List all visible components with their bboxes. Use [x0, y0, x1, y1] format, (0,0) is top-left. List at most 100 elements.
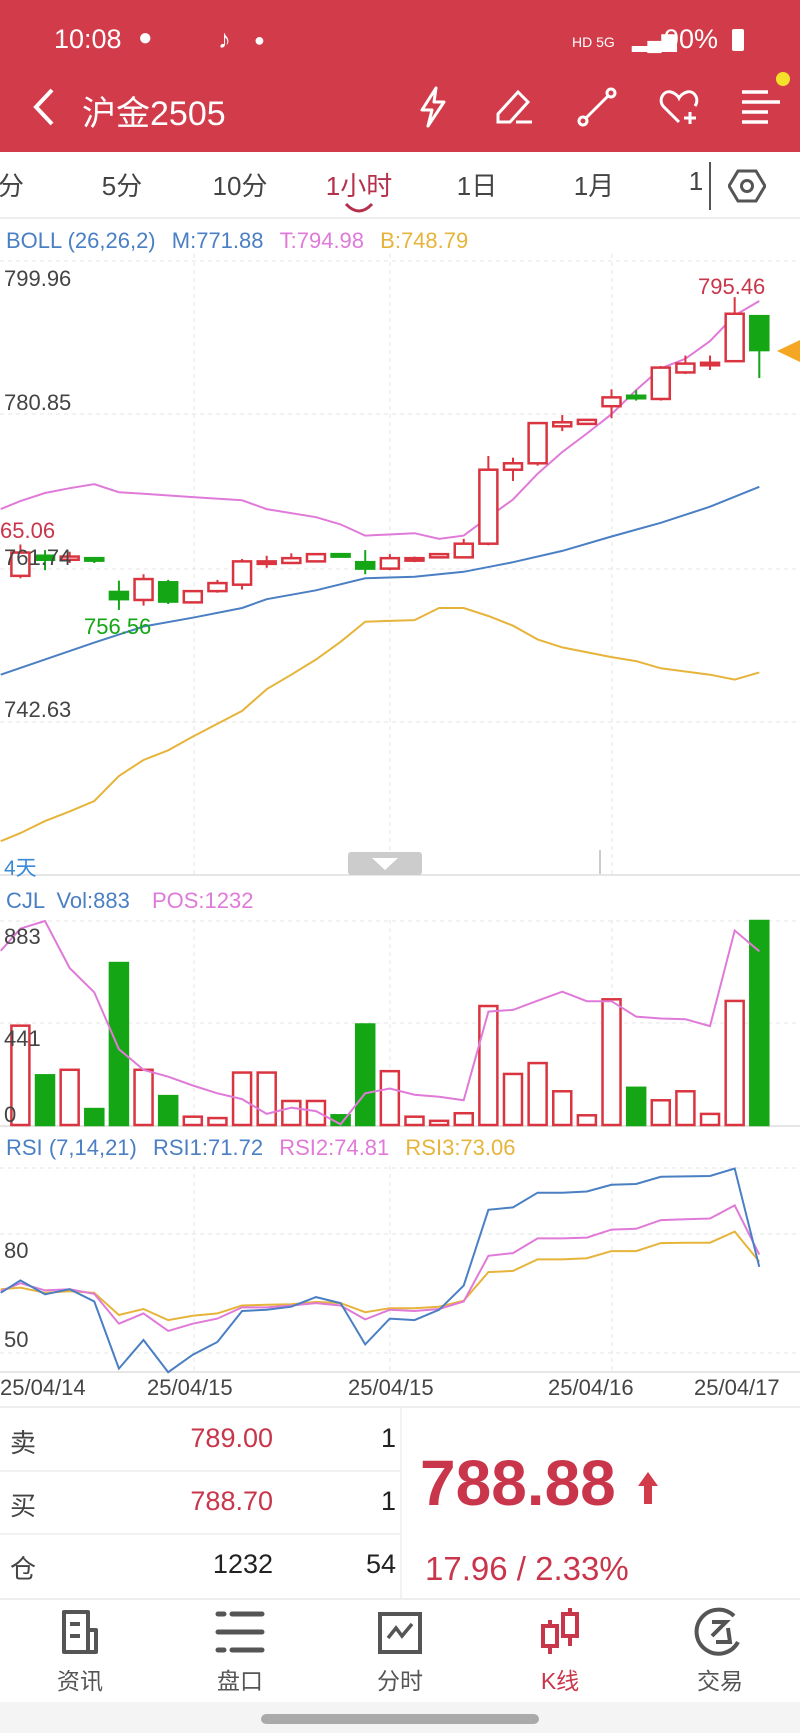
- volume-bar: [428, 1119, 450, 1127]
- candle-body: [625, 394, 647, 400]
- candle-body: [330, 552, 351, 558]
- favorite-add-icon[interactable]: [656, 84, 702, 130]
- tab-1min[interactable]: 分: [0, 171, 25, 201]
- volume-bar: [650, 1099, 672, 1127]
- volume-bar: [207, 1116, 228, 1127]
- price-tick: 742.63: [4, 697, 72, 722]
- candle-body: [231, 560, 253, 586]
- rsi1-line: [0, 1167, 761, 1374]
- candle-body: [650, 366, 672, 401]
- nav-news[interactable]: 资讯: [20, 1606, 140, 1696]
- candle-body: [182, 589, 204, 604]
- rsi-tick: 80: [4, 1238, 29, 1263]
- candle-body: [724, 312, 745, 363]
- nav-trade[interactable]: 交易: [660, 1606, 780, 1696]
- volume-bar: [84, 1107, 105, 1127]
- active-tab-indicator: [344, 202, 374, 213]
- boll-t-value: T:794.98: [279, 228, 365, 253]
- volume-bar: [256, 1071, 277, 1127]
- boll-upper-line: [0, 300, 760, 540]
- range-label: 4天: [4, 857, 37, 880]
- signal-icon: ▂▄▆: [632, 30, 677, 52]
- left-high-label: 65.06: [0, 518, 56, 543]
- lightning-icon[interactable]: [410, 84, 456, 130]
- nav-order-book-label: 盘口: [217, 1668, 263, 1694]
- tab-10min[interactable]: 10分: [212, 171, 268, 201]
- nav-intraday[interactable]: 分时: [340, 1606, 460, 1696]
- gesture-bar: [0, 1702, 800, 1733]
- last-price-marker: [777, 340, 800, 362]
- divider: [0, 1406, 800, 1408]
- volume-bar: [675, 1090, 696, 1127]
- volume-bar: [379, 1069, 401, 1127]
- volume-bar: [478, 1004, 499, 1127]
- boll-b-value: B:748.79: [380, 228, 469, 253]
- candle-body: [428, 552, 450, 559]
- price-tick: 780.85: [4, 390, 72, 415]
- date-tick: 25/04/16: [548, 1375, 634, 1400]
- collapse-button[interactable]: [348, 852, 422, 875]
- menu-icon[interactable]: [738, 84, 784, 130]
- cjl-pos-value: POS:1232: [151, 888, 254, 913]
- volume-bar: [552, 1090, 573, 1127]
- rsi2-line: [0, 1204, 761, 1332]
- volume-bar: [625, 1086, 647, 1127]
- vol-tick: 441: [4, 1026, 41, 1051]
- volume-bar: [157, 1094, 179, 1127]
- boll-lower-line: [0, 607, 760, 843]
- tab-1hour[interactable]: 1小时: [325, 171, 393, 201]
- volume-bar: [601, 998, 622, 1127]
- volume-bar: [354, 1023, 376, 1127]
- nav-order-book[interactable]: 盘口: [180, 1606, 300, 1696]
- volume-bar: [453, 1111, 474, 1127]
- trade-icon: [694, 1607, 740, 1656]
- candle-body: [699, 361, 721, 367]
- vol-tick: 0: [4, 1102, 17, 1127]
- candle-body: [601, 396, 622, 408]
- home-indicator[interactable]: [261, 1714, 539, 1724]
- notification-dot: [776, 72, 790, 86]
- candle-body: [576, 418, 598, 426]
- candle-body: [281, 556, 302, 565]
- boll-mid-line: [0, 485, 760, 676]
- price-tick: 761.74: [4, 545, 72, 570]
- ask-label: 卖: [10, 1428, 37, 1458]
- draw-line-icon[interactable]: [574, 84, 620, 130]
- volume-bar: [305, 1099, 327, 1127]
- nav-kline[interactable]: K线: [500, 1606, 620, 1696]
- volume-bar: [133, 1068, 154, 1127]
- boll-params: (26,26,2): [67, 228, 156, 253]
- volume-bar: [699, 1112, 721, 1127]
- tab-divider: [709, 162, 711, 210]
- tab-5min[interactable]: 5分: [101, 171, 143, 201]
- tab-1month[interactable]: 1月: [573, 171, 615, 201]
- eraser-icon[interactable]: [492, 84, 538, 130]
- candle-body: [404, 556, 425, 562]
- nav-news-label: 资讯: [57, 1668, 103, 1694]
- candle-body: [453, 542, 474, 559]
- back-icon[interactable]: [22, 84, 68, 130]
- news-icon: [62, 1610, 98, 1654]
- bid-price: 788.70: [190, 1486, 273, 1516]
- date-tick: 25/04/15: [147, 1375, 233, 1400]
- network-indicator: HD 5G: [572, 34, 615, 50]
- divider: [400, 1408, 402, 1598]
- rsi-legend: RSI (7,14,21) RSI1:71.72 RSI2:74.81 RSI3…: [6, 1135, 515, 1161]
- price-change: 17.96 / 2.33%: [425, 1550, 629, 1587]
- volume-bar: [576, 1114, 598, 1127]
- settings-icon[interactable]: [728, 167, 766, 205]
- rsi-name: RSI: [6, 1135, 43, 1160]
- tiktok-icon: ♪: [218, 24, 231, 54]
- volume-bar: [527, 1061, 548, 1127]
- volume-bar: [724, 999, 745, 1127]
- bottom-nav: 资讯 盘口 分时 K线 交易: [0, 1598, 800, 1702]
- candle-body: [207, 581, 228, 593]
- candle-body: [379, 556, 401, 570]
- price-tick: 799.96: [4, 266, 72, 291]
- tab-1day[interactable]: 1日: [456, 171, 498, 201]
- cjl-vol-value: Vol:883: [56, 888, 130, 913]
- rsi1-value: RSI1:71.72: [153, 1135, 264, 1160]
- wechat-icon: ●: [138, 24, 153, 51]
- tab-more[interactable]: 1: [688, 166, 704, 196]
- rsi-tick: 50: [4, 1327, 29, 1352]
